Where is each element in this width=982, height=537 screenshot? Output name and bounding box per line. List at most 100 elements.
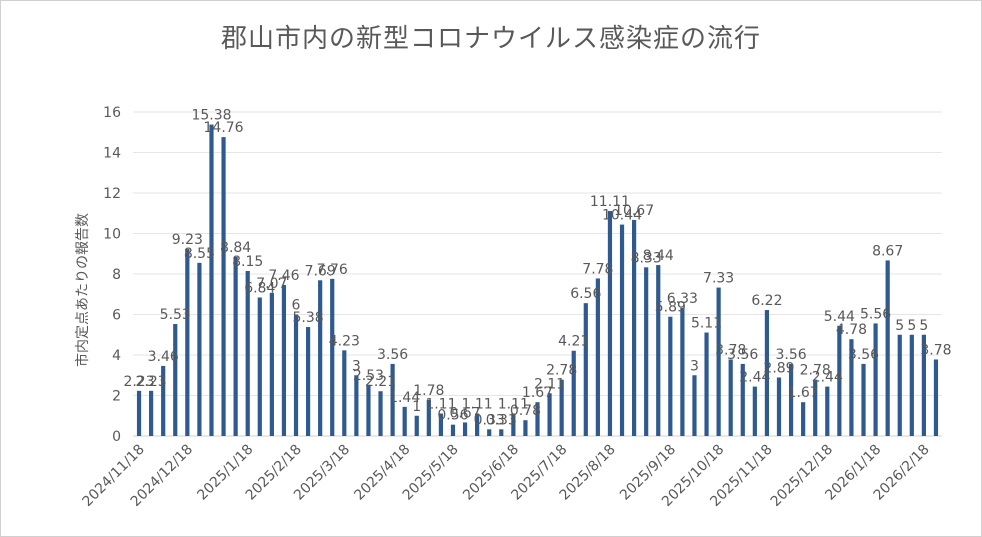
data-label: 8.33 [631,250,662,266]
data-label: 5.44 [824,309,855,325]
bar [885,260,890,436]
data-label: 6.22 [751,293,782,309]
data-label: 0.56 [437,408,468,424]
y-axis-ticks: 0 2 4 6 8 10 12 14 16 [103,105,121,445]
bar [849,339,854,436]
y-tick-label: 2 [112,389,121,405]
bar [293,314,299,436]
bar [764,310,770,436]
bar [475,413,480,436]
bar [788,363,794,436]
data-label: 10.44 [602,208,642,224]
bar [354,375,359,436]
data-label: 3 [352,358,361,374]
data-label: 2.44 [739,370,770,386]
data-label: 5.56 [860,306,891,322]
bar [330,278,335,436]
data-label: 7.69 [305,263,336,279]
data-label: 1.78 [413,383,444,399]
bar [136,390,142,436]
data-label: 6.33 [667,291,698,307]
data-label: 0.33 [474,412,505,428]
bar [269,292,274,436]
data-label: 7.78 [582,261,613,277]
bar [801,402,806,436]
data-label: 5.38 [292,310,323,326]
data-label: 2.78 [800,363,831,379]
bar [837,325,842,436]
data-label: 5.53 [160,307,191,323]
bar [740,363,745,436]
data-label: 7.33 [703,271,734,287]
data-label: 2.78 [546,363,577,379]
bar [462,422,468,436]
bar [704,332,709,436]
bar [728,359,733,436]
data-label: 2.23 [136,374,167,390]
bar [499,429,504,436]
data-label: 0.78 [510,403,541,419]
data-label: 0.67 [449,405,480,421]
bar [233,256,238,436]
bar [583,303,588,436]
bar [656,265,661,436]
data-label: 1.11 [462,397,493,413]
bars [136,124,939,437]
bar [305,327,311,436]
bar [644,267,649,436]
data-label: 1 [412,399,421,415]
bar [281,284,287,436]
data-label: 3.78 [920,342,951,358]
data-label: 8.15 [232,254,263,270]
data-label: 1.11 [498,397,529,413]
bar [149,390,154,436]
gridlines [133,111,942,437]
bar [897,334,902,436]
data-label: 3.56 [727,347,758,363]
bar [209,124,214,437]
data-label: 2.21 [365,374,396,390]
bar [245,270,250,436]
data-label: 15.38 [191,108,231,124]
bar [185,249,190,436]
data-label: 2.89 [763,360,794,376]
bar [318,280,323,436]
bar [173,324,178,436]
bar [450,424,456,436]
bar [861,363,866,436]
bar [595,278,600,436]
data-label: 1.67 [522,385,553,401]
x-tick-label: 2025/12/18 [768,442,836,510]
bar [366,384,371,436]
bar [776,377,782,436]
data-label: 3.56 [775,347,806,363]
bar [668,316,673,436]
data-label: 6.56 [570,286,601,302]
data-label: 7.76 [317,262,348,278]
bar [511,413,516,436]
y-tick-label: 14 [103,146,121,162]
data-label: 8.55 [184,246,215,262]
bar [825,386,830,436]
bar [378,391,383,436]
data-label: 3 [690,358,699,374]
data-label: 6 [292,298,301,314]
data-label: 3.56 [848,347,879,363]
bar [221,137,226,437]
bar [921,334,926,436]
bar [752,386,757,436]
bar [909,334,914,436]
bar [619,224,625,436]
bar [342,350,347,436]
bar [426,399,431,436]
bar [197,262,202,436]
data-label: 3.56 [377,347,408,363]
data-label: 4.23 [329,333,360,349]
bar [161,365,166,436]
data-label: 2.53 [353,368,384,384]
data-label: 4.21 [558,334,589,350]
bar [438,413,444,436]
y-tick-label: 0 [112,429,121,445]
bar [571,350,576,436]
